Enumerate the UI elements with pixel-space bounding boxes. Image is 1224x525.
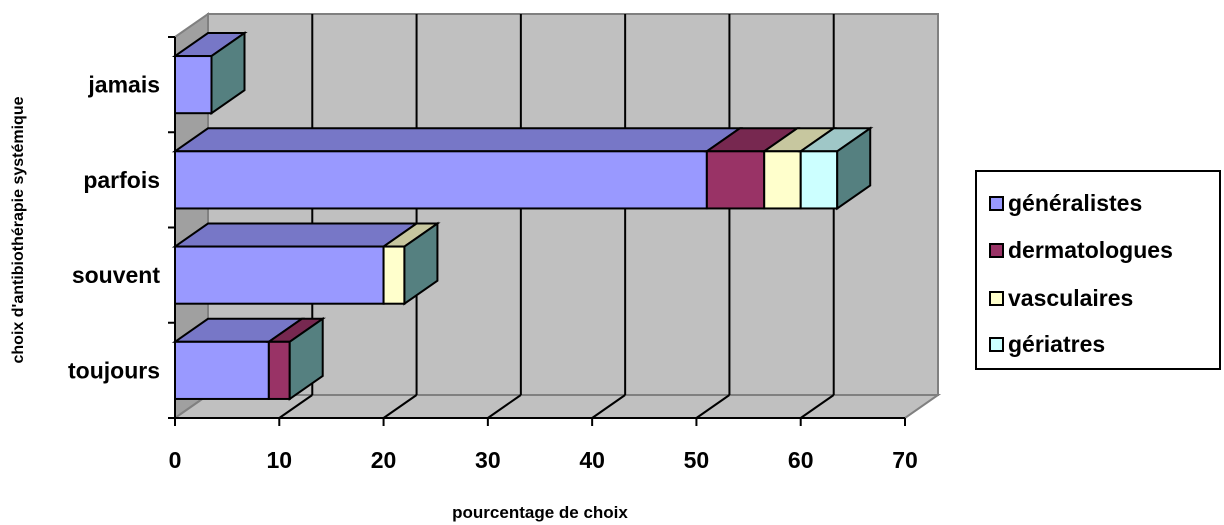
x-tick-label: 40: [579, 447, 605, 473]
bar-top: [171, 222, 420, 248]
bar-front: [267, 340, 291, 400]
x-tick-label: 60: [788, 447, 814, 473]
y-tick-label: jamais: [87, 72, 160, 98]
y-axis-label: choix d'antibiothérapie systémique: [10, 96, 27, 363]
x-tick-label: 20: [371, 447, 397, 473]
gridline-floor: [382, 394, 418, 419]
bar-end-souvent: [403, 221, 439, 306]
legend-swatch-geriatres: [989, 336, 1004, 352]
chart-legend: généralistes dermatologues vasculaires g…: [975, 170, 1221, 370]
bar-souvent-généralistes: [171, 222, 420, 305]
y-tick-label: toujours: [68, 357, 160, 383]
bar-front: [382, 245, 406, 305]
bar-front: [705, 150, 766, 210]
x-tick-label: 10: [266, 447, 292, 473]
gridline-floor: [591, 394, 626, 419]
bar-parfois-dermatologues: [703, 127, 801, 210]
x-tick-label: 50: [684, 447, 710, 473]
legend-item-geriatres: gériatres: [989, 329, 1105, 359]
bar-front: [174, 55, 213, 115]
bar-front: [174, 245, 385, 305]
bar-front: [763, 150, 802, 210]
x-tick-label: 0: [169, 447, 182, 473]
gridline-floor: [487, 394, 522, 419]
legend-item-generalistes: généralistes: [989, 188, 1142, 218]
bar-front: [799, 150, 839, 210]
legend-swatch-vasculaires: [989, 290, 1004, 306]
bar-toujours-généralistes: [171, 317, 306, 400]
bar-end-toujours: [288, 316, 324, 401]
x-tick-label: 70: [892, 447, 918, 473]
legend-label-dermatologues: dermatologues: [1008, 236, 1173, 263]
bar-front: [174, 150, 708, 210]
gridline-floor: [800, 394, 835, 419]
bar-parfois-généralistes: [171, 127, 744, 210]
legend-item-dermatologues: dermatologues: [989, 235, 1173, 265]
gridline-floor: [695, 394, 731, 419]
legend-item-vasculaires: vasculaires: [989, 283, 1133, 313]
y-tick-label: parfois: [83, 167, 160, 193]
y-tick-label: souvent: [72, 262, 161, 288]
legend-label-vasculaires: vasculaires: [1008, 284, 1134, 311]
bar-end-parfois: [836, 126, 872, 211]
x-axis-label: pourcentage de choix: [452, 503, 628, 522]
gridline-floor: [278, 394, 313, 419]
legend-label-geriatres: gériatres: [1008, 330, 1106, 357]
chart-axes: toujours souvent parfois jamais 0 10 20 30 40 50 6…: [68, 36, 918, 473]
chart-bars: [171, 31, 874, 401]
bar-front: [174, 340, 270, 400]
legend-label-generalistes: généralistes: [1008, 189, 1143, 216]
bar-top: [171, 127, 744, 153]
bar-end-jamais: [210, 31, 246, 116]
x-tick-label: 30: [475, 447, 501, 473]
legend-swatch-dermatologues: [989, 242, 1004, 258]
legend-swatch-generalistes: [989, 195, 1004, 211]
